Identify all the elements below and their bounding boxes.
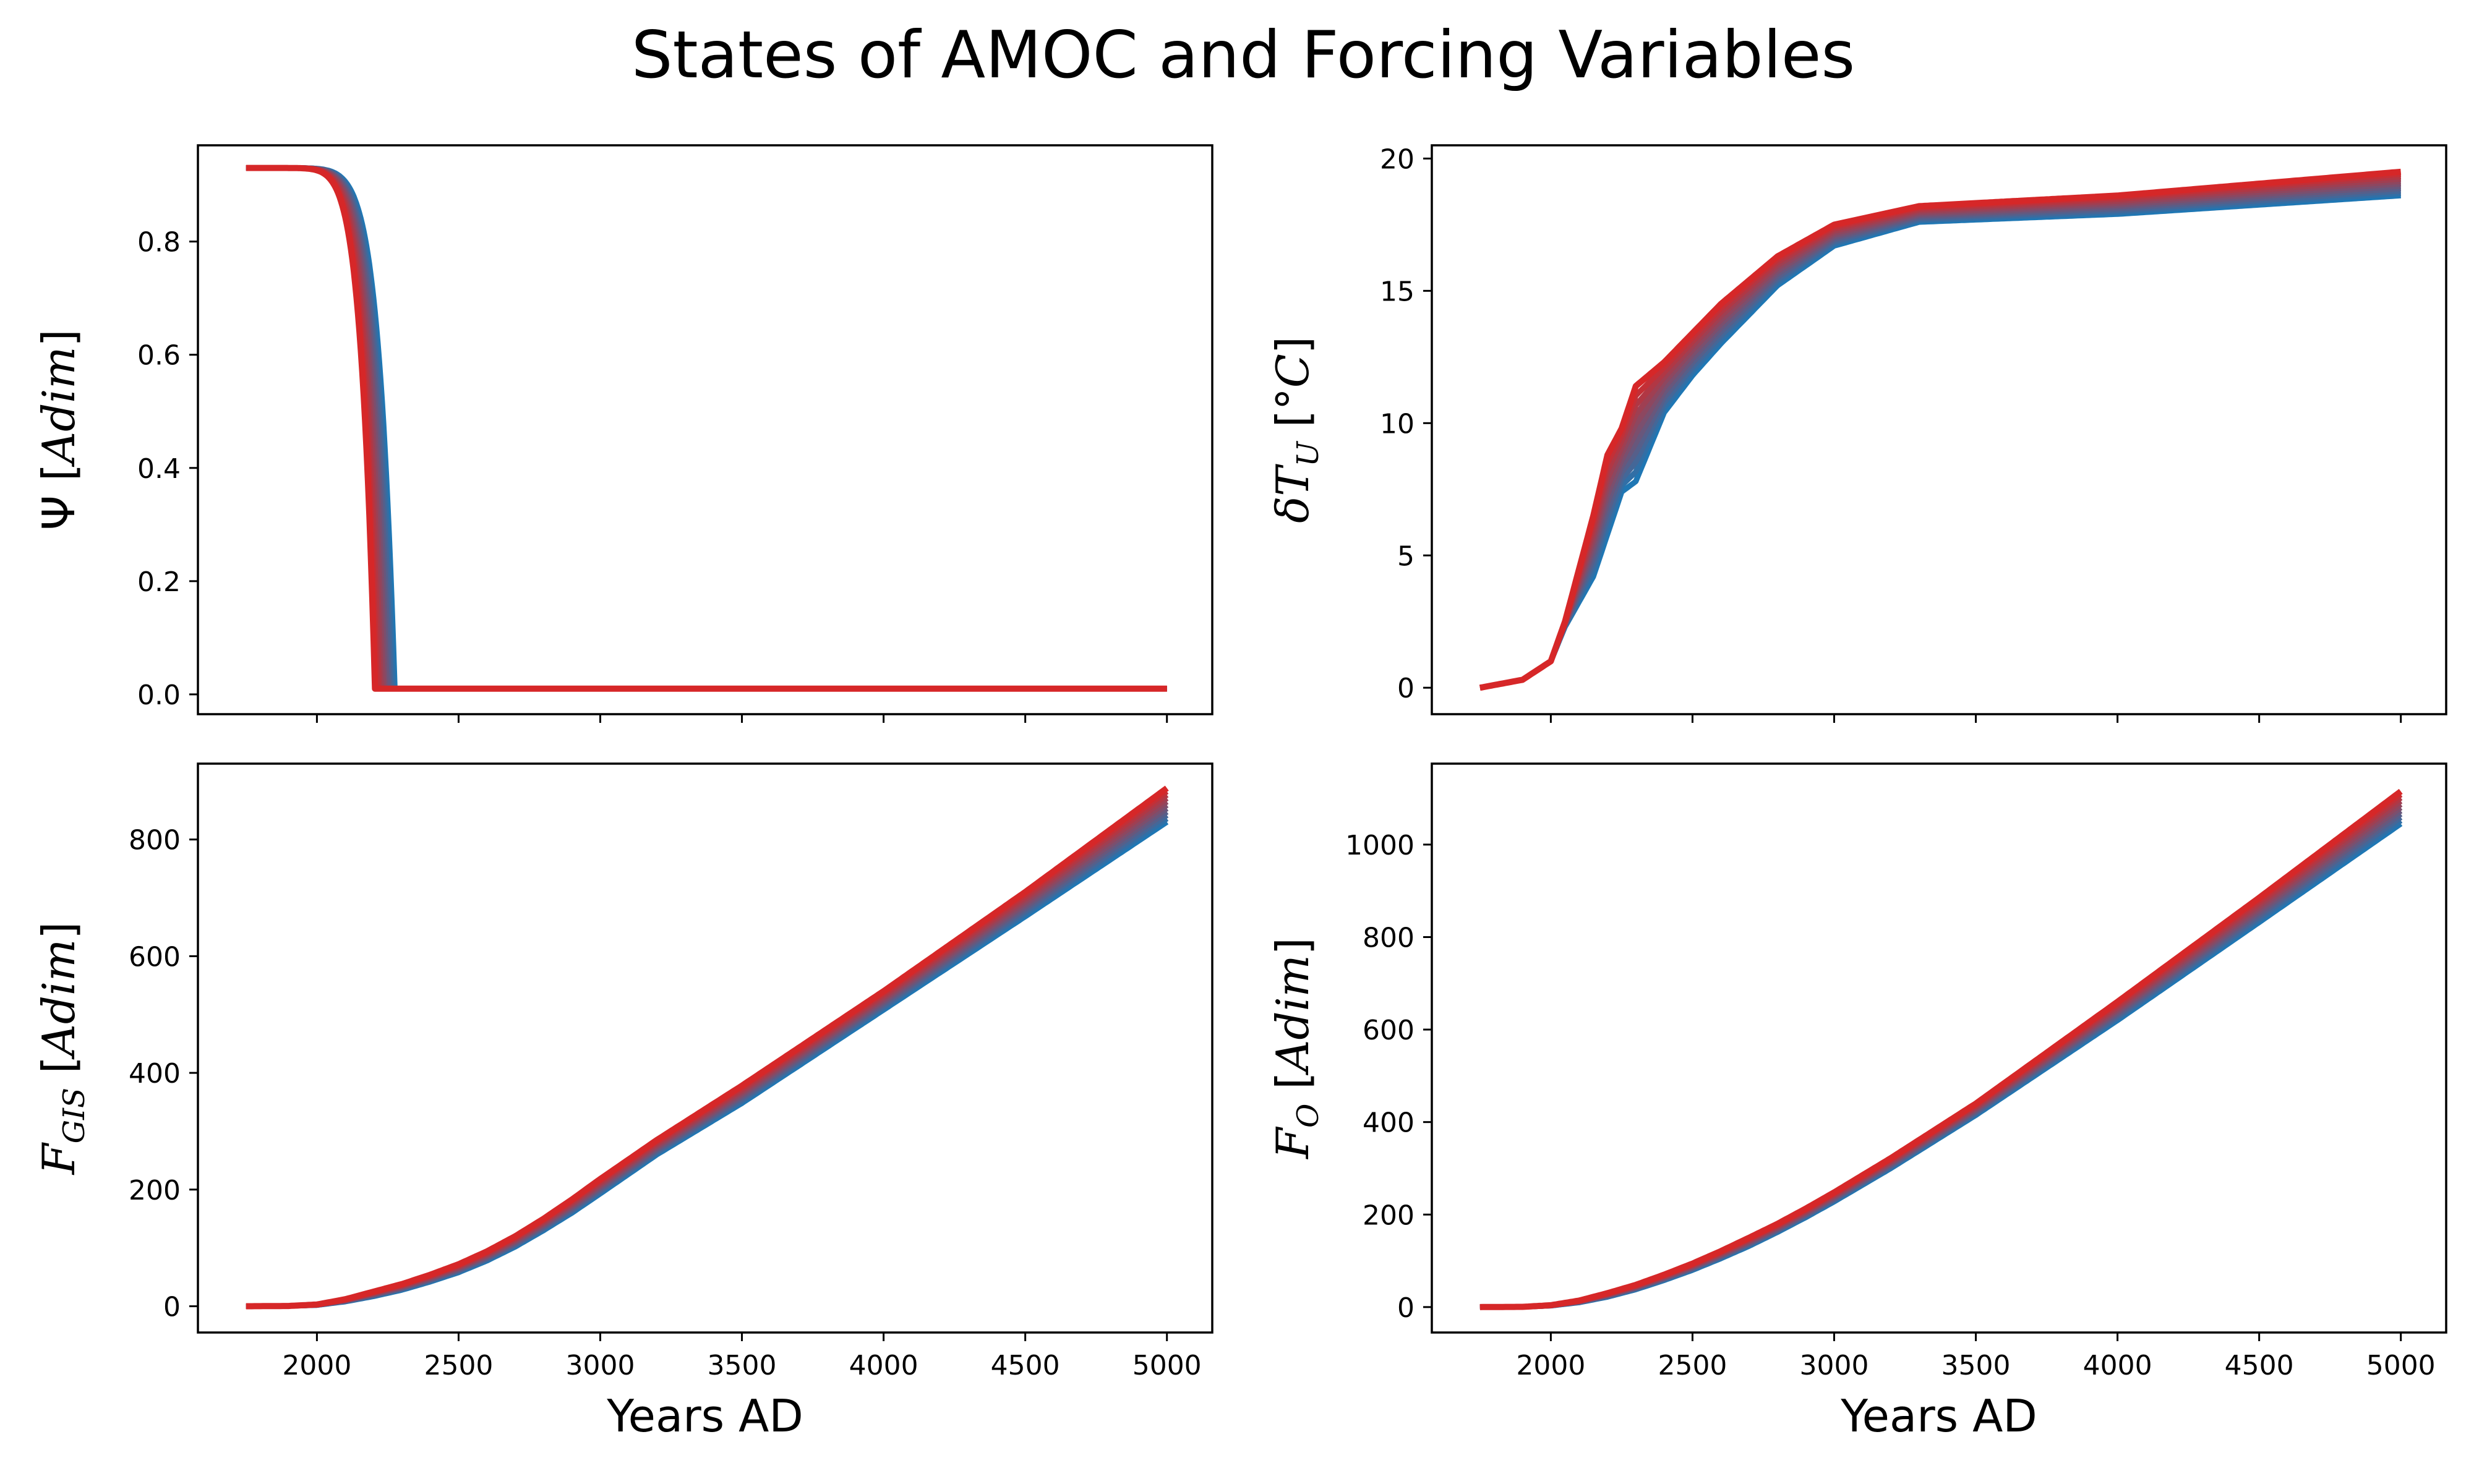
ensemble-line bbox=[1479, 798, 2403, 1310]
x-tick-label: 3000 bbox=[1800, 1350, 1869, 1381]
y-tick-label: 0 bbox=[1397, 1292, 1415, 1324]
ensemble-line bbox=[246, 799, 1169, 1309]
ensemble-lines bbox=[1479, 168, 2402, 691]
x-tick-label: 2500 bbox=[1658, 1350, 1727, 1381]
y-tick-label: 0.6 bbox=[137, 340, 181, 372]
y-tick-label: 1000 bbox=[1345, 830, 1415, 861]
upper-temperature-panel: 0 5 10 15 20 δTU [°C] bbox=[1267, 143, 2447, 723]
x-axis-label: Years AD bbox=[606, 1390, 803, 1442]
ensemble-line bbox=[1479, 811, 2403, 1310]
y-tick-label: 400 bbox=[1363, 1107, 1415, 1139]
ensemble-line bbox=[1479, 805, 2403, 1310]
x-axis-label: Years AD bbox=[1840, 1390, 2037, 1442]
figure-title: States of AMOC and Forcing Variables bbox=[631, 17, 1855, 93]
ensemble-line bbox=[1479, 815, 2403, 1310]
axes-frame bbox=[197, 762, 1213, 1334]
y-tick-label: 15 bbox=[1380, 276, 1415, 307]
x-tick-label: 3000 bbox=[566, 1350, 635, 1381]
x-tick-label: 4500 bbox=[991, 1350, 1060, 1381]
y-tick-label: 600 bbox=[129, 941, 181, 973]
ensemble-line bbox=[1479, 788, 2403, 1310]
y-tick-label: 200 bbox=[129, 1175, 181, 1206]
y-tick-label: 400 bbox=[129, 1058, 181, 1090]
y-tick-label: 10 bbox=[1380, 408, 1415, 440]
x-tick-label: 2000 bbox=[282, 1350, 351, 1381]
y-tick-label: 800 bbox=[1363, 922, 1415, 953]
ocean-forcing-panel: 2000 2500 3000 3500 4000 4500 5000 0 200 400 600 80… bbox=[1267, 762, 2447, 1442]
y-axis-label: FGIS [Adim] bbox=[33, 922, 92, 1176]
y-tick-label: 0.0 bbox=[137, 680, 181, 711]
gis-forcing-panel: 2000 2500 3000 3500 4000 4500 5000 0 200 400 600 80… bbox=[33, 762, 1213, 1442]
axes-frame bbox=[1431, 762, 2447, 1334]
y-axis-label: FO [Adim] bbox=[1267, 937, 1325, 1160]
ensemble-lines bbox=[246, 785, 1169, 1310]
y-tick-label: 0 bbox=[163, 1292, 181, 1323]
y-tick-label: 0.4 bbox=[137, 453, 181, 485]
ensemble-line bbox=[244, 164, 1169, 692]
x-tick-label: 3500 bbox=[1941, 1350, 2011, 1381]
ensemble-line bbox=[1479, 802, 2403, 1310]
y-tick-label: 0.8 bbox=[137, 227, 181, 258]
ensemble-line bbox=[1479, 168, 2402, 691]
ensemble-line bbox=[1479, 795, 2403, 1310]
amoc-strength-panel: 0.0 0.2 0.4 0.6 0.8 Ψ [Adim] bbox=[33, 144, 1213, 723]
y-tick-label: 5 bbox=[1397, 540, 1415, 572]
y-tick-label: 0 bbox=[1397, 673, 1415, 704]
ensemble-lines bbox=[1479, 788, 2403, 1310]
y-tick-label: 200 bbox=[1363, 1200, 1415, 1231]
x-tick-label: 5000 bbox=[1132, 1350, 1202, 1381]
x-tick-label: 4000 bbox=[2083, 1350, 2152, 1381]
x-tick-label: 2500 bbox=[424, 1350, 493, 1381]
x-tick-label: 4000 bbox=[849, 1350, 918, 1381]
x-tick-label: 3500 bbox=[708, 1350, 777, 1381]
x-tick-label: 4500 bbox=[2225, 1350, 2294, 1381]
x-tick-label: 2000 bbox=[1516, 1350, 1585, 1381]
ensemble-line bbox=[1479, 792, 2403, 1310]
y-axis-label: δTU [°C] bbox=[1267, 336, 1325, 523]
ensemble-line bbox=[246, 785, 1169, 1310]
y-tick-label: 20 bbox=[1380, 143, 1415, 175]
x-tick-label: 5000 bbox=[2366, 1350, 2436, 1381]
ensemble-lines bbox=[244, 164, 1169, 692]
ensemble-line bbox=[246, 789, 1169, 1309]
y-tick-label: 600 bbox=[1363, 1015, 1415, 1046]
ensemble-line bbox=[246, 796, 1169, 1309]
ensemble-line bbox=[246, 803, 1169, 1309]
y-tick-label: 800 bbox=[129, 825, 181, 856]
ensemble-line bbox=[246, 792, 1169, 1309]
ensemble-line bbox=[246, 806, 1169, 1309]
ensemble-line bbox=[1479, 808, 2403, 1310]
y-axis-label: Ψ [Adim] bbox=[33, 329, 85, 530]
axes-frame bbox=[197, 144, 1213, 715]
y-tick-label: 0.2 bbox=[137, 566, 181, 598]
axes-frame bbox=[1431, 144, 2447, 715]
